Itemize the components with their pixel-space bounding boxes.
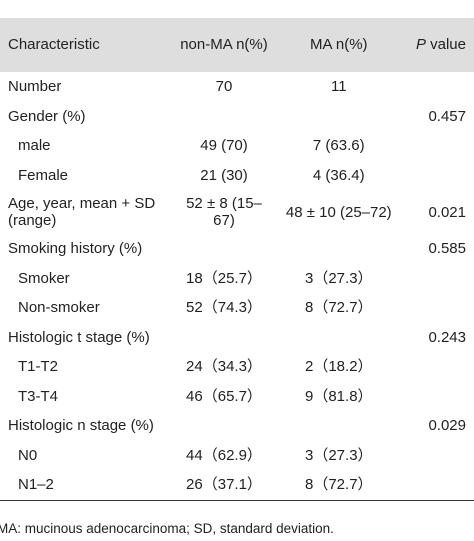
table-cell: 52（74.3） — [186, 299, 262, 317]
table-cell — [274, 102, 404, 132]
table-row: Female 21 (30) 4 (36.4) — [0, 161, 474, 191]
table-row: Smoking history (%) 0.585 — [0, 234, 474, 264]
table-cell: 4 (36.4) — [312, 166, 365, 184]
header-cell: MA n(%) — [310, 36, 368, 53]
table-cell: 70 — [215, 78, 233, 96]
table-cell: 0.457 — [428, 107, 466, 125]
table-cell — [404, 72, 474, 102]
table-cell: 49 (70) — [200, 137, 248, 155]
table-row: T3-T4 46（65.7） 9（81.8） — [0, 382, 474, 412]
table-cell: 3（27.3） — [305, 446, 373, 464]
table-cell — [174, 102, 274, 132]
header-cell: P value — [415, 36, 466, 53]
table-cell — [403, 470, 474, 501]
table-row: Histologic n stage (%) 0.029 — [0, 411, 474, 441]
table-row: Number 70 11 — [0, 72, 474, 102]
table-cell: N1–2 — [0, 470, 174, 501]
table-row: N1–2 26（37.1） 8（72.7） — [0, 470, 474, 501]
table-cell: Histologic t stage (%) — [8, 328, 150, 346]
table-cell — [174, 234, 274, 264]
table-row: Histologic t stage (%) 0.243 — [0, 323, 474, 353]
header-row: Characteristic non-MA n(%) MA n(%) P value — [0, 18, 474, 72]
table-row: N0 44（62.9） 3（27.3） — [0, 441, 474, 471]
table-cell — [274, 411, 404, 441]
table-row: T1-T2 24（34.3） 2（18.2） — [0, 352, 474, 382]
table-cell: T1-T2 — [18, 358, 59, 376]
table-cell: 9（81.8） — [305, 387, 373, 405]
table-cell — [404, 293, 474, 323]
table-cell: 0.029 — [428, 417, 466, 435]
table-cell — [174, 411, 274, 441]
table-cell — [404, 352, 474, 382]
table-cell: male — [18, 137, 51, 155]
table-cell: 26（37.1） — [174, 470, 274, 501]
table-row: male 49 (70) 7 (63.6) — [0, 131, 474, 161]
table-cell: Number — [8, 78, 62, 96]
table-cell: 3（27.3） — [305, 269, 373, 287]
table-cell: 46（65.7） — [186, 387, 262, 405]
table-cell: Smoking history (%) — [8, 240, 143, 258]
table-cell: 0.585 — [428, 240, 466, 258]
table-cell: 24（34.3） — [186, 358, 262, 376]
table-cell — [404, 382, 474, 412]
table-cell: Non-smoker — [18, 299, 100, 317]
table-cell: 52 ± 8 (15–67) — [186, 195, 262, 229]
table-cell: 0.021 — [428, 203, 466, 221]
table-cell: 21 (30) — [200, 166, 248, 184]
table-cell: 44（62.9） — [186, 446, 262, 464]
table-row: Gender (%) 0.457 — [0, 102, 474, 132]
table-cell: 8（72.7） — [305, 299, 373, 317]
table-cell: Histologic n stage (%) — [8, 417, 154, 435]
table-cell — [404, 131, 474, 161]
table-cell: Age, year, mean + SD (range) — [8, 195, 156, 229]
table-cell — [274, 323, 404, 353]
table-cell — [404, 264, 474, 294]
table-row: Non-smoker 52（74.3） 8（72.7） — [0, 293, 474, 323]
table-cell: 0.243 — [428, 328, 466, 346]
table-cell: 2（18.2） — [305, 358, 373, 376]
table-note: MA: mucinous adenocarcinoma; SD, standar… — [0, 521, 334, 536]
table-cell: 7 (63.6) — [312, 137, 365, 155]
table-cell — [404, 161, 474, 191]
table-cell: Female — [18, 166, 69, 184]
table-row: Smoker 18（25.7） 3（27.3） — [0, 264, 474, 294]
table-cell — [174, 323, 274, 353]
table-cell: N0 — [18, 446, 38, 464]
table-cell: 18（25.7） — [186, 269, 262, 287]
header-cell: Characteristic — [8, 36, 100, 53]
table-cell: Smoker — [18, 269, 70, 287]
table-cell: 11 — [330, 78, 347, 96]
data-table: Characteristic non-MA n(%) MA n(%) P value … — [0, 18, 474, 501]
table-cell: T3-T4 — [18, 387, 59, 405]
table-cell: 8（72.7） — [274, 470, 404, 501]
table-cell: 48 ± 10 (25–72) — [285, 203, 392, 221]
table-cell — [274, 234, 404, 264]
header-cell: non-MA n(%) — [180, 36, 268, 53]
table-row: Age, year, mean + SD (range) 52 ± 8 (15–6… — [0, 190, 474, 234]
table-cell — [404, 441, 474, 471]
table-cell: Gender (%) — [8, 107, 86, 125]
